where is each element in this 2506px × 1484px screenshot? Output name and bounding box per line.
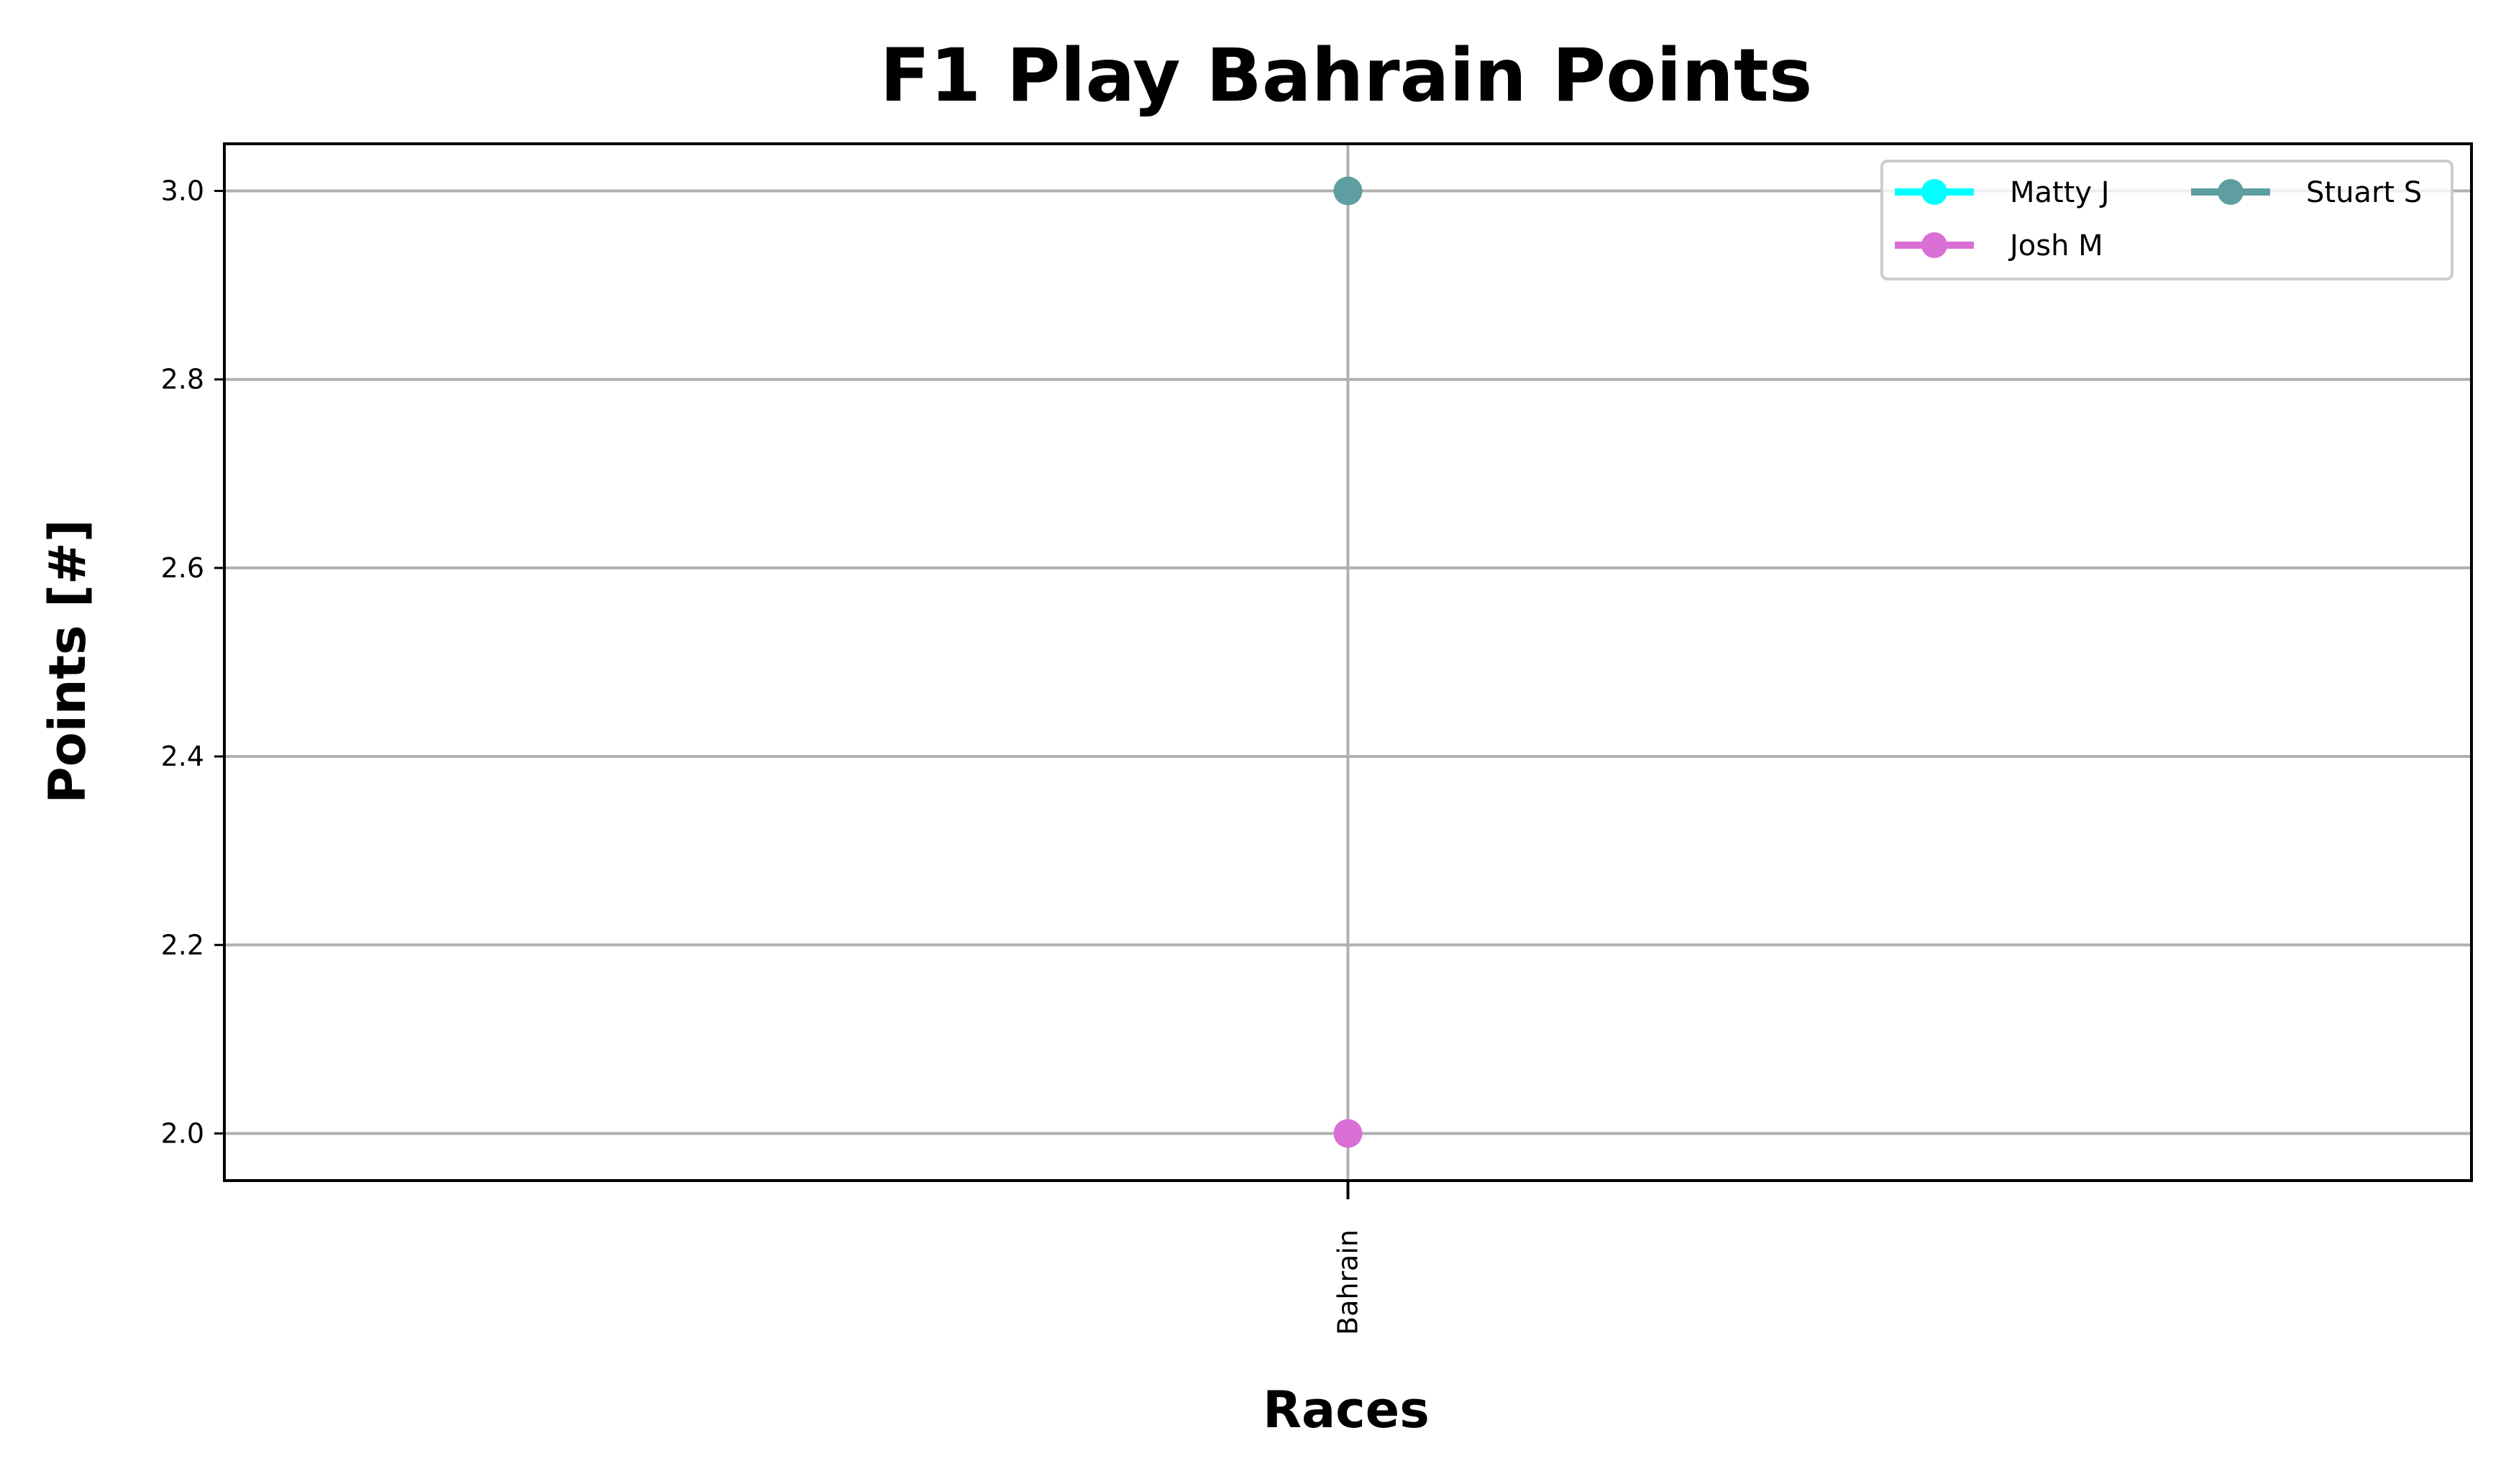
series-layer [1333, 176, 1363, 1148]
series-stuart-s [1333, 176, 1363, 206]
grid [224, 144, 2471, 1181]
legend-marker-matty-j [1921, 179, 1947, 205]
legend-marker-stuart-s [2218, 179, 2244, 205]
chart-title: F1 Play Bahrain Points [880, 33, 1813, 119]
data-point-josh-m [1333, 1119, 1363, 1148]
legend-item-josh-m: Josh M [1895, 229, 2103, 262]
legend-marker-josh-m [1921, 232, 1947, 258]
legend: Matty J Josh M Stuart S [1880, 160, 2454, 280]
y-tick-label: 2.0 [161, 1117, 204, 1149]
data-point-stuart-s [1333, 176, 1363, 206]
plot-frame [223, 142, 2473, 1182]
legend-frame [1880, 160, 2454, 280]
legend-item-stuart-s: Stuart S [2191, 176, 2422, 209]
y-tick-label: 2.8 [161, 364, 204, 395]
series-josh-m [1333, 1119, 1363, 1148]
y-tick-label: 3.0 [161, 175, 204, 207]
y-axis-label: Points [#] [38, 519, 97, 803]
axes: 2.0 2.2 2.4 2.6 2.8 3.0 Bahrain [161, 142, 2473, 1335]
legend-item-matty-j: Matty J [1895, 176, 2110, 209]
x-tick-label: Bahrain [1332, 1229, 1364, 1335]
legend-label-stuart-s: Stuart S [2306, 176, 2422, 209]
legend-label-josh-m: Josh M [2008, 229, 2103, 262]
x-axis-label: Races [1263, 1380, 1430, 1439]
y-tick-label: 2.6 [161, 552, 204, 584]
legend-label-matty-j: Matty J [2010, 176, 2110, 209]
y-tick-label: 2.4 [161, 741, 204, 772]
y-tick-label: 2.2 [161, 929, 204, 961]
